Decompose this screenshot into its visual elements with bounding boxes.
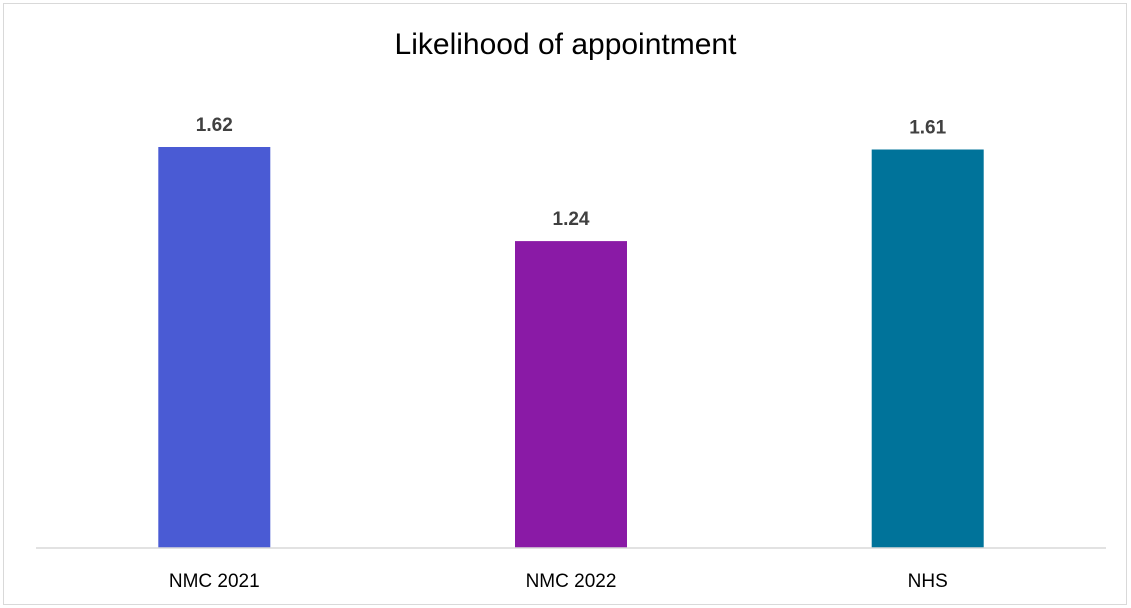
bars-group (158, 147, 984, 548)
data-label: 1.62 (196, 115, 233, 136)
x-tick-label: NMC 2021 (169, 571, 260, 592)
bar-nhs (871, 149, 984, 548)
x-tick-label: NMC 2022 (526, 571, 617, 592)
x-tick-labels-group: NMC 2021 NMC 2022 NHS (169, 571, 948, 592)
bar-nmc-2022 (515, 241, 627, 548)
data-label: 1.24 (553, 209, 590, 230)
data-labels-group: 1.62 1.24 1.61 (196, 115, 947, 230)
bar-nmc-2021 (158, 147, 271, 548)
chart-title: Likelihood of appointment (394, 28, 737, 61)
x-tick-label: NHS (908, 571, 948, 592)
data-label: 1.61 (909, 118, 946, 139)
